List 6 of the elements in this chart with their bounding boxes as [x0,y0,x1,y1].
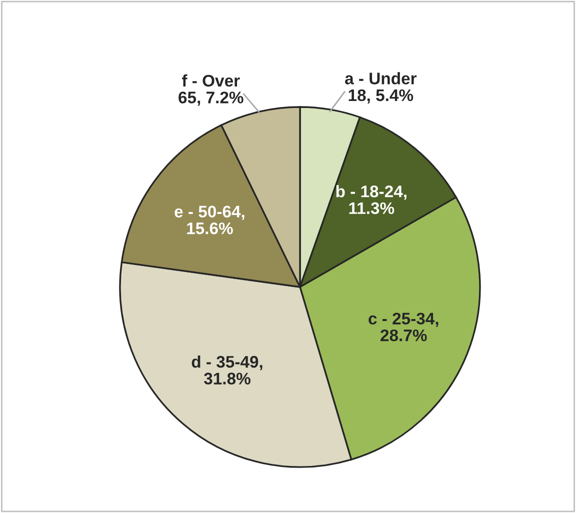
slice-label: e - 50-64, 15.6% [174,206,244,234]
slice-label: b - 18-24, 11.3% [336,185,406,214]
slice-label: d - 35-49, 31.8% [192,355,262,385]
slice-label: f - Over 65, 7.2% [178,74,244,106]
slice-label: a - Under 18, 5.4% [345,72,417,104]
slice-label: c - 25-34, 28.7% [368,312,438,342]
